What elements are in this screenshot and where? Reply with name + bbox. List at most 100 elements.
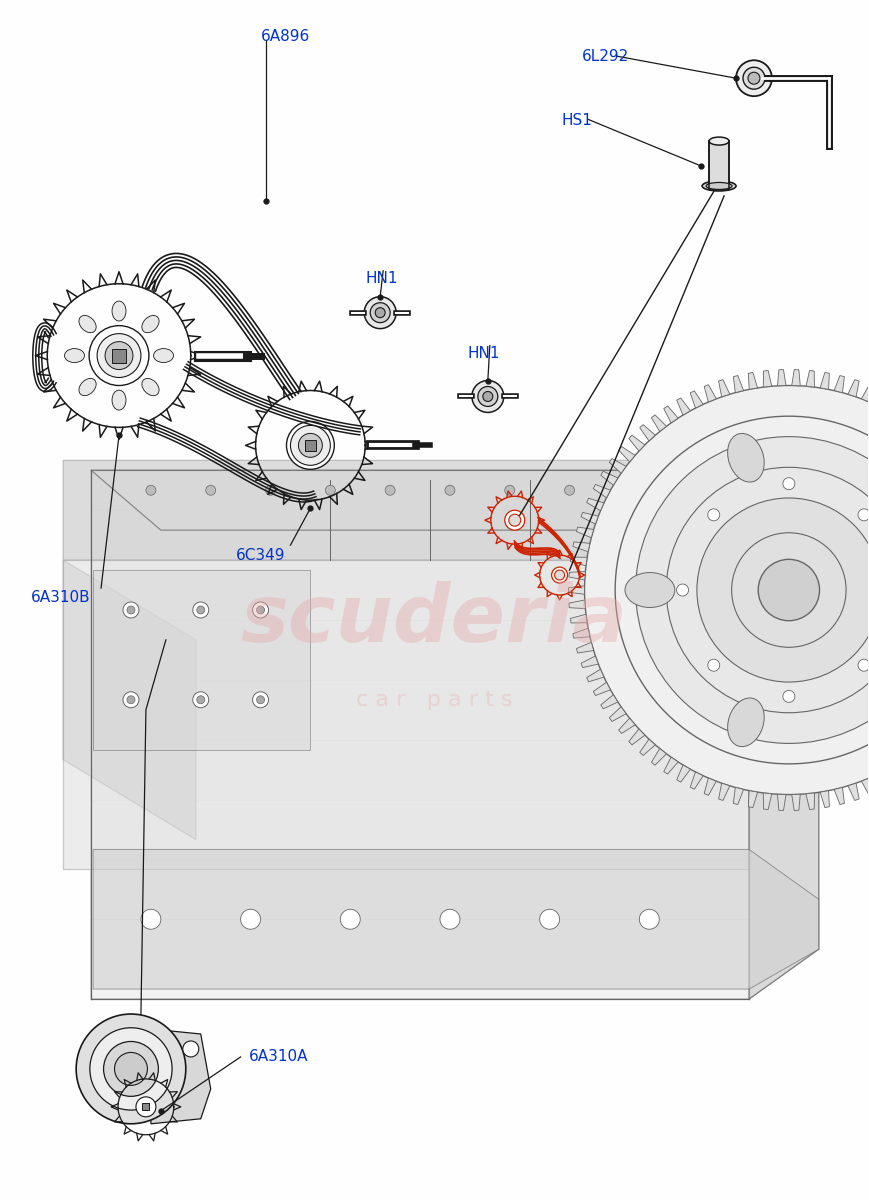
Circle shape bbox=[743, 67, 765, 89]
Ellipse shape bbox=[154, 348, 174, 362]
Circle shape bbox=[266, 485, 275, 496]
Circle shape bbox=[101, 337, 137, 373]
Polygon shape bbox=[861, 385, 869, 402]
Polygon shape bbox=[778, 794, 786, 810]
Polygon shape bbox=[573, 542, 590, 552]
Polygon shape bbox=[834, 376, 845, 392]
Polygon shape bbox=[778, 370, 786, 386]
Polygon shape bbox=[568, 586, 585, 594]
Circle shape bbox=[253, 691, 269, 708]
Polygon shape bbox=[664, 406, 678, 422]
Polygon shape bbox=[748, 372, 758, 389]
Circle shape bbox=[136, 1097, 156, 1117]
Circle shape bbox=[858, 659, 869, 671]
Circle shape bbox=[253, 602, 269, 618]
Circle shape bbox=[123, 602, 139, 618]
Circle shape bbox=[103, 1042, 158, 1097]
Circle shape bbox=[707, 509, 720, 521]
Polygon shape bbox=[91, 470, 819, 1000]
Circle shape bbox=[196, 696, 205, 703]
Circle shape bbox=[206, 485, 216, 496]
Polygon shape bbox=[112, 348, 126, 362]
Polygon shape bbox=[640, 739, 655, 756]
Circle shape bbox=[196, 606, 205, 614]
Ellipse shape bbox=[706, 182, 732, 190]
Ellipse shape bbox=[625, 572, 675, 607]
Text: HS1: HS1 bbox=[561, 113, 593, 128]
Circle shape bbox=[127, 606, 135, 614]
Polygon shape bbox=[820, 791, 829, 808]
Text: 6A310B: 6A310B bbox=[31, 590, 91, 605]
Polygon shape bbox=[63, 560, 196, 840]
Polygon shape bbox=[848, 379, 859, 397]
Polygon shape bbox=[573, 629, 590, 638]
Circle shape bbox=[445, 485, 455, 496]
Circle shape bbox=[298, 433, 322, 457]
Polygon shape bbox=[629, 728, 645, 745]
Circle shape bbox=[483, 391, 493, 402]
Circle shape bbox=[256, 696, 264, 703]
Circle shape bbox=[759, 559, 819, 620]
Polygon shape bbox=[629, 436, 645, 451]
Polygon shape bbox=[748, 791, 758, 808]
Polygon shape bbox=[806, 371, 814, 388]
Circle shape bbox=[440, 910, 460, 929]
Polygon shape bbox=[848, 784, 859, 800]
Circle shape bbox=[97, 334, 141, 378]
Circle shape bbox=[385, 485, 395, 496]
Circle shape bbox=[585, 385, 869, 794]
Circle shape bbox=[707, 659, 720, 671]
Ellipse shape bbox=[64, 348, 84, 362]
Circle shape bbox=[295, 431, 325, 461]
Circle shape bbox=[325, 485, 335, 496]
Ellipse shape bbox=[112, 301, 126, 322]
Polygon shape bbox=[733, 376, 744, 392]
Polygon shape bbox=[834, 787, 845, 804]
Circle shape bbox=[141, 910, 161, 929]
Polygon shape bbox=[861, 778, 869, 796]
Circle shape bbox=[736, 60, 772, 96]
Polygon shape bbox=[820, 372, 829, 389]
Polygon shape bbox=[587, 670, 604, 682]
Polygon shape bbox=[806, 793, 814, 810]
Polygon shape bbox=[704, 385, 716, 402]
Polygon shape bbox=[305, 439, 316, 451]
Polygon shape bbox=[640, 425, 655, 440]
Polygon shape bbox=[792, 794, 800, 810]
Polygon shape bbox=[93, 570, 310, 750]
Circle shape bbox=[748, 72, 760, 84]
Circle shape bbox=[364, 296, 396, 329]
Circle shape bbox=[554, 570, 565, 580]
Circle shape bbox=[697, 498, 869, 682]
Polygon shape bbox=[619, 446, 635, 462]
Polygon shape bbox=[576, 642, 594, 653]
Polygon shape bbox=[733, 787, 744, 804]
Polygon shape bbox=[143, 1103, 149, 1110]
Polygon shape bbox=[677, 398, 690, 415]
Circle shape bbox=[540, 910, 560, 929]
Ellipse shape bbox=[142, 378, 159, 396]
Circle shape bbox=[508, 514, 521, 526]
Circle shape bbox=[193, 691, 209, 708]
Polygon shape bbox=[704, 778, 716, 796]
Text: HN1: HN1 bbox=[365, 271, 398, 286]
Polygon shape bbox=[569, 600, 586, 608]
Polygon shape bbox=[93, 850, 819, 989]
Ellipse shape bbox=[727, 433, 764, 482]
Polygon shape bbox=[677, 764, 690, 782]
Polygon shape bbox=[594, 485, 611, 498]
Polygon shape bbox=[709, 142, 729, 188]
Circle shape bbox=[146, 485, 156, 496]
Polygon shape bbox=[609, 707, 626, 721]
Circle shape bbox=[505, 510, 525, 530]
Circle shape bbox=[635, 437, 869, 744]
Text: scuderia: scuderia bbox=[241, 581, 627, 659]
Polygon shape bbox=[652, 415, 667, 432]
Circle shape bbox=[677, 584, 688, 596]
Polygon shape bbox=[719, 379, 730, 397]
Polygon shape bbox=[581, 512, 599, 524]
Text: 6C349: 6C349 bbox=[235, 548, 285, 563]
Circle shape bbox=[478, 386, 498, 407]
Ellipse shape bbox=[112, 390, 126, 410]
Polygon shape bbox=[763, 371, 772, 388]
